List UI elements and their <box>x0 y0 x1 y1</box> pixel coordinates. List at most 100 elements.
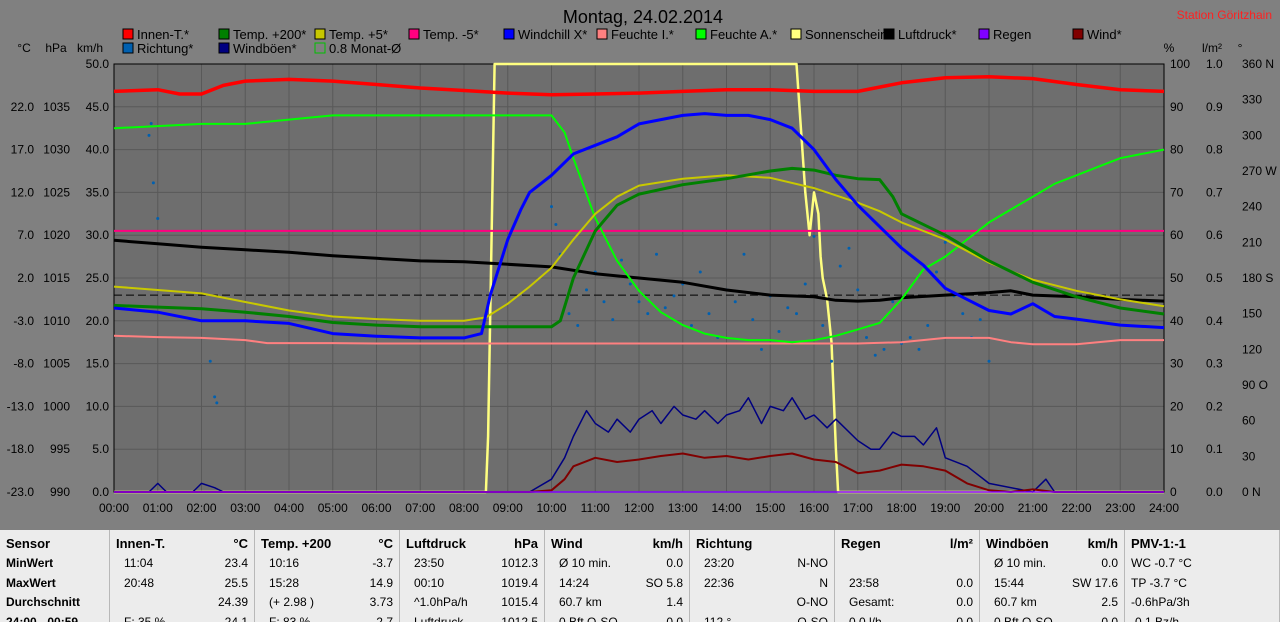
rain-tick-label: 0.9 <box>1206 100 1223 114</box>
table-cell-value: 0.0 <box>1101 614 1118 622</box>
series-line-innen-t <box>113 75 1165 97</box>
chart-legend: Innen-T.* Temp. +200* Temp. +5* Temp. -5* Wi… <box>122 27 1122 56</box>
series-point-richtung <box>882 347 886 351</box>
table-row: 23:58 0.0 <box>841 574 973 594</box>
x-tick-label: 00:00 <box>99 501 129 515</box>
table-cell-label: 0.0 l/h <box>849 614 882 622</box>
table-header-title: Innen-T. <box>116 536 166 551</box>
legend-swatch <box>218 42 230 54</box>
direction-tick-label: 210 <box>1242 235 1262 249</box>
series-point-richtung <box>742 252 746 256</box>
table-cell-value: 0.0 <box>956 595 973 609</box>
legend-swatch <box>218 28 230 40</box>
table-row: MaxWert <box>6 574 103 594</box>
humidity-tick-label: 60 <box>1170 228 1184 242</box>
table-cell-label: 00:10 <box>414 575 445 590</box>
legend-swatch <box>790 28 802 40</box>
table-cell-value: SW 17.6 <box>1071 575 1118 590</box>
legend-label: Temp. +200* <box>233 27 306 42</box>
series-point-richtung <box>760 347 763 351</box>
legend-label: Temp. -5* <box>423 27 479 42</box>
table-header-title: Regen <box>841 536 881 551</box>
table-cell-label: 0 Bft O-SO <box>994 614 1053 622</box>
series-layer <box>113 62 1165 494</box>
direction-tick-label: 360 N <box>1242 57 1274 71</box>
temp-tick-label: 17.0 <box>11 143 35 157</box>
series-point-richtung <box>554 223 558 226</box>
legend-label: Sonnenschein* <box>805 27 892 42</box>
table-header-title: PMV-1:-1 <box>1131 536 1186 551</box>
rain-tick-label: 0.7 <box>1206 185 1223 199</box>
table-header-unit: km/h <box>1087 536 1118 551</box>
table-cell-value: 24.39 <box>217 595 248 609</box>
table-header-unit: l/m² <box>949 536 973 551</box>
table-cell-value: 3.73 <box>369 595 393 609</box>
table-row: 24:00 - 00:59 <box>6 613 103 622</box>
legend-swatch <box>503 28 515 40</box>
station-name: Station Göritzhain <box>1177 8 1272 22</box>
x-tick-label: 12:00 <box>624 501 654 515</box>
wind-tick-label: 30.0 <box>86 228 110 242</box>
series-point-richtung <box>830 359 833 363</box>
table-header: Temp. +200 °C <box>261 534 393 554</box>
wind-tick-label: 0.0 <box>92 485 109 499</box>
temp-tick-label: 12.0 <box>11 185 35 199</box>
table-cell-label: Ø 10 min. <box>994 556 1047 570</box>
pressure-unit-label: hPa <box>45 41 67 55</box>
pressure-tick-label: 1000 <box>43 399 70 413</box>
series-point-richtung <box>611 318 615 322</box>
table-row: Ø 10 min. 0.0 <box>551 554 683 574</box>
table-cell-label: F: 83 % <box>269 614 311 622</box>
table-cell-value: 14.9 <box>369 575 393 590</box>
table-row: 0 Bft O-SO 0.0 <box>986 613 1118 622</box>
temp-unit-label: °C <box>17 41 31 55</box>
x-tick-label: 23:00 <box>1105 501 1135 515</box>
table-header-unit: °C <box>233 536 248 551</box>
direction-tick-label: 240 <box>1242 200 1262 214</box>
legend-swatch <box>978 28 990 40</box>
series-line-luftdruck <box>113 238 1165 303</box>
table-row: 20:48 25.5 <box>116 574 248 594</box>
table-header: Innen-T. °C <box>116 534 248 554</box>
table-row: 60.7 km 2.5 <box>986 593 1118 613</box>
table-row: 11:04 23.4 <box>116 554 248 574</box>
table-row: -0.6hPa/3h <box>1131 593 1273 613</box>
series-line-wind <box>114 452 1164 493</box>
table-cell-label: ^1.0hPa/h <box>414 595 468 609</box>
legend-label: Innen-T.* <box>137 27 189 42</box>
rain-tick-label: 0.3 <box>1206 357 1223 371</box>
temp-tick-label: -3.0 <box>13 314 34 328</box>
table-cell-value: 1.4 <box>666 595 683 609</box>
series-point-richtung <box>873 353 877 357</box>
table-row: 23:50 1012.3 <box>406 554 538 574</box>
direction-tick-label: 30 <box>1242 449 1256 463</box>
x-tick-label: 11:00 <box>581 501 610 515</box>
x-tick-label: 01:00 <box>143 501 173 515</box>
series-point-richtung <box>926 324 930 328</box>
legend-label: Wind* <box>1087 27 1122 42</box>
rain-tick-label: 0.5 <box>1206 271 1223 285</box>
series-point-richtung <box>961 312 965 316</box>
series-point-richtung <box>821 324 825 328</box>
series-point-richtung <box>838 264 842 268</box>
table-cell-label: 23:20 <box>704 556 735 570</box>
series-point-richtung <box>917 347 921 351</box>
humidity-tick-label: 50 <box>1170 271 1184 285</box>
series-point-richtung <box>147 133 151 137</box>
table-row: 10:16 -3.7 <box>261 554 393 574</box>
x-tick-label: 13:00 <box>668 501 698 515</box>
wind-tick-label: 50.0 <box>86 57 110 71</box>
table-row: 22:36 N <box>696 574 828 594</box>
table-header: Regen l/m² <box>841 534 973 554</box>
series-point-richtung <box>149 121 153 125</box>
table-cell-label: WC -0.7 °C <box>1131 556 1192 570</box>
x-tick-label: 14:00 <box>711 501 741 515</box>
direction-tick-label: 90 O <box>1242 378 1268 392</box>
x-tick-label: 03:00 <box>230 501 260 515</box>
humidity-tick-label: 90 <box>1170 100 1184 114</box>
table-row: 15:28 14.9 <box>261 574 393 594</box>
x-tick-label: 04:00 <box>274 501 304 515</box>
humidity-tick-label: 40 <box>1170 314 1184 328</box>
humidity-tick-label: 70 <box>1170 185 1184 199</box>
rain-tick-label: 0.2 <box>1206 399 1223 413</box>
